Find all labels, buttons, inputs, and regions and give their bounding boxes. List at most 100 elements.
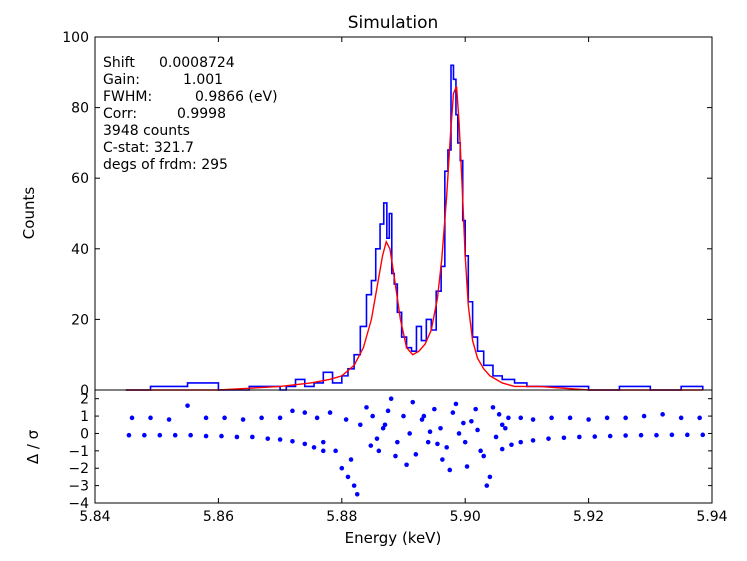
residual-point xyxy=(374,436,380,441)
residual-point xyxy=(487,474,493,480)
residual-point xyxy=(370,413,375,419)
residual-point xyxy=(277,437,283,442)
residual-point xyxy=(427,429,433,435)
residual-point xyxy=(382,422,388,428)
residual-point xyxy=(188,432,193,438)
residual-point xyxy=(203,433,209,439)
residual-point xyxy=(623,415,628,421)
counts-y-tick-label: 60 xyxy=(71,171,89,187)
residual-point xyxy=(530,438,536,443)
residual-point xyxy=(265,436,271,441)
x-tick-label: 5.86 xyxy=(203,509,234,525)
residuals-y-tick-label: −3 xyxy=(68,479,89,495)
residual-point xyxy=(469,418,474,424)
residual-point xyxy=(478,448,483,454)
residual-point xyxy=(404,462,409,468)
residual-point xyxy=(343,417,349,422)
residuals-series xyxy=(126,396,706,497)
counts-y-tick-label: 40 xyxy=(71,242,89,258)
residual-point xyxy=(499,422,505,428)
residual-point xyxy=(290,438,295,444)
residual-point xyxy=(142,432,147,438)
residual-point xyxy=(549,415,554,421)
residual-point xyxy=(444,445,449,450)
residual-point xyxy=(607,433,613,439)
residual-point xyxy=(314,415,320,421)
residual-point xyxy=(567,415,573,421)
residual-point xyxy=(440,457,445,462)
cstat-value: C-stat: 321.7 xyxy=(103,140,194,156)
residual-point xyxy=(250,434,255,440)
residuals-y-tick-label: −4 xyxy=(68,496,89,512)
residual-point xyxy=(385,408,391,414)
fwhm-value: 0.9866 (eV) xyxy=(195,89,278,105)
residual-point xyxy=(447,467,453,473)
residual-point xyxy=(473,406,478,412)
x-tick-label: 5.88 xyxy=(326,509,357,525)
residual-point xyxy=(475,427,480,433)
residual-point xyxy=(561,435,567,441)
residual-point xyxy=(518,439,524,445)
residual-point xyxy=(380,425,386,431)
residual-point xyxy=(461,420,466,426)
residual-point xyxy=(410,399,416,405)
counts-y-tick-label: 20 xyxy=(71,312,89,328)
residual-point xyxy=(506,415,511,421)
residual-point xyxy=(413,452,419,457)
residual-point xyxy=(339,465,345,471)
residual-point xyxy=(345,474,351,480)
chart-title: Simulation xyxy=(348,13,439,33)
counts-series xyxy=(125,64,704,391)
gain-value: 1.001 xyxy=(183,72,223,88)
residual-point xyxy=(700,432,706,438)
residual-point xyxy=(604,415,610,421)
residual-point xyxy=(435,441,440,447)
residual-point xyxy=(302,410,308,415)
residual-point xyxy=(654,432,659,438)
counts-y-tick-label: 100 xyxy=(62,30,89,46)
residual-point xyxy=(577,434,582,440)
x-axis-label: Energy (keV) xyxy=(345,529,442,547)
residual-point xyxy=(320,439,326,445)
residuals-y-axis-label: Δ / σ xyxy=(24,429,42,464)
residual-point xyxy=(421,413,427,419)
residual-point xyxy=(388,396,394,401)
residual-point xyxy=(364,405,369,410)
residual-point xyxy=(669,432,675,438)
residual-point xyxy=(419,417,425,422)
residual-point xyxy=(638,432,644,438)
residuals-y-tick-label: 1 xyxy=(80,409,89,425)
residual-point xyxy=(407,431,412,436)
shift-value: 0.0008724 xyxy=(159,55,235,71)
residual-point xyxy=(453,401,459,407)
residuals-y-ticks: 210 −1−2 −3−4 xyxy=(68,392,712,512)
counts-histogram-line xyxy=(125,64,704,391)
residual-point xyxy=(481,453,487,459)
residual-point xyxy=(354,492,360,497)
residual-point xyxy=(484,483,490,488)
residual-point xyxy=(351,483,357,488)
residual-point xyxy=(327,410,333,415)
residual-point xyxy=(450,410,456,415)
fit-annotations: Shift 0.0008724 Gain: 1.001 FWHM: 0.9866… xyxy=(103,55,278,173)
x-tick-label: 5.92 xyxy=(573,509,604,525)
counts-total: 3948 counts xyxy=(103,123,190,139)
residual-point xyxy=(518,415,524,421)
residual-point xyxy=(185,403,190,408)
residual-point xyxy=(586,417,591,422)
corr-label: Corr: xyxy=(103,106,137,122)
model-fit-line xyxy=(125,86,703,391)
x-tick-label: 5.84 xyxy=(79,509,110,525)
residual-point xyxy=(456,431,462,436)
residual-point xyxy=(685,432,690,438)
residual-point xyxy=(240,417,246,422)
residual-point xyxy=(203,415,209,421)
residual-point xyxy=(678,415,684,421)
corr-value: 0.9998 xyxy=(177,106,226,122)
dof-value: degs of frdm: 295 xyxy=(103,157,228,173)
shift-label: Shift xyxy=(103,55,135,71)
residuals-panel: 210−1−2−3−4 5.84 5.86 5.88 5.90 5.92 5.94 Δ /… xyxy=(24,37,728,547)
residual-point xyxy=(499,446,505,452)
residuals-x-ticks: 5.84 5.86 5.88 5.90 5.92 5.94 xyxy=(79,37,728,525)
residual-point xyxy=(157,432,163,438)
